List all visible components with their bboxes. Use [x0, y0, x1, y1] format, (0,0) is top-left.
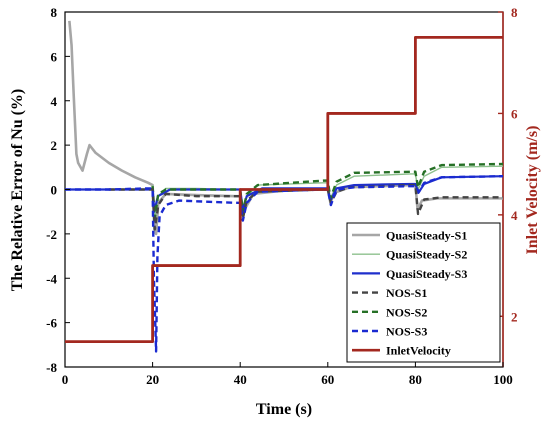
left-tick-label: -6	[46, 316, 57, 331]
series-line-nos-s3	[65, 174, 504, 353]
left-tick-label: -4	[46, 271, 57, 286]
legend-label-quasisteady-s3: QuasiSteady-S3	[386, 267, 467, 281]
x-tick-label: 80	[409, 372, 422, 387]
series-line-quasisteady-s1	[68, 20, 503, 236]
x-axis-ticks: 0 20 40 60 80 100	[62, 362, 513, 387]
x-tick-label: 40	[234, 372, 247, 387]
x-tick-label: 20	[146, 372, 159, 387]
left-tick-label: 2	[51, 138, 58, 153]
left-tick-label: 0	[51, 183, 58, 198]
series-line-quasisteady-s3	[65, 175, 504, 213]
right-tick-label: 6	[511, 106, 518, 121]
left-tick-label: -2	[46, 227, 57, 242]
legend: QuasiSteady-S1 QuasiSteady-S2 QuasiSteady-…	[346, 222, 501, 363]
series-lines	[65, 20, 504, 353]
legend-label-nos-s1: NOS-S1	[386, 286, 427, 300]
x-axis-title: Time (s)	[256, 401, 312, 418]
series-line-inletvelocity	[65, 35, 503, 344]
right-axis-ticks: 2 4 6 8	[498, 5, 518, 324]
legend-label-quasisteady-s1: QuasiSteady-S1	[386, 229, 467, 243]
legend-label-nos-s3: NOS-S3	[386, 325, 427, 339]
x-tick-label: 60	[321, 372, 334, 387]
legend-label-nos-s2: NOS-S2	[386, 305, 427, 319]
series-line-nos-s2	[151, 162, 504, 220]
left-tick-label: 4	[51, 94, 58, 109]
left-tick-label: -8	[46, 360, 57, 375]
left-axis-ticks: -8 -6 -4 -2 0 2 4 6 8	[46, 5, 70, 375]
left-tick-label: 8	[51, 5, 58, 20]
right-tick-label: 4	[511, 208, 518, 223]
x-tick-label: 0	[62, 372, 69, 387]
x-tick-label: 100	[493, 372, 513, 387]
right-tick-label: 2	[511, 309, 518, 324]
right-tick-label: 8	[511, 5, 518, 20]
left-axis-title: The Relative Error of Nu (%)	[9, 89, 26, 291]
legend-label-quasisteady-s2: QuasiSteady-S2	[386, 248, 467, 262]
left-tick-label: 6	[51, 49, 58, 64]
legend-label-inletvelocity: InletVelocity	[386, 344, 451, 358]
right-axis-title: Inlet Velocity (m/s)	[524, 126, 541, 255]
